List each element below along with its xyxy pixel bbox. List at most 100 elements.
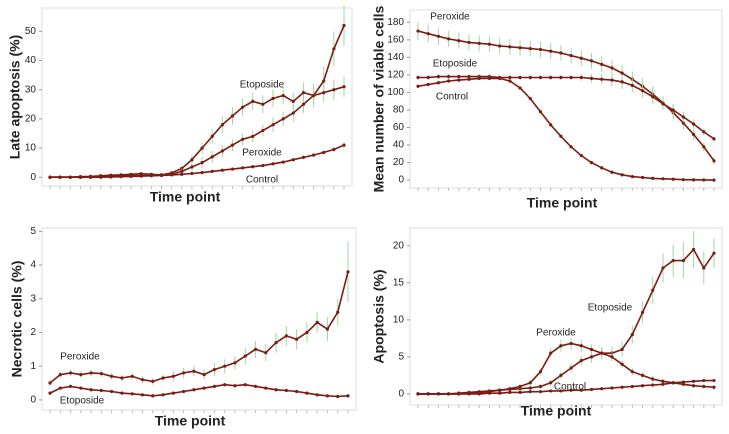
data-point	[251, 99, 255, 103]
data-point	[457, 39, 461, 43]
data-point	[640, 89, 645, 93]
data-point	[508, 45, 512, 49]
data-point	[416, 392, 420, 396]
data-point	[518, 390, 522, 395]
plot-frame	[409, 9, 723, 189]
data-point	[508, 390, 512, 395]
data-point	[559, 344, 563, 348]
data-point	[241, 166, 245, 170]
y-axis-title: Necrotic cells (%)	[9, 261, 25, 378]
data-point	[630, 333, 634, 337]
data-point	[325, 394, 330, 398]
data-point	[212, 367, 217, 372]
data-point	[68, 371, 73, 375]
data-point	[691, 122, 696, 126]
y-tick-label: 5	[30, 226, 36, 237]
data-point	[322, 79, 326, 83]
series-line	[418, 379, 714, 395]
y-tick-label: 140	[387, 52, 404, 63]
data-point	[447, 75, 451, 79]
data-point	[436, 81, 441, 85]
data-point	[210, 155, 214, 159]
y-tick-label: 0	[398, 389, 404, 400]
data-point	[336, 310, 340, 314]
data-point	[171, 374, 175, 378]
data-point	[681, 380, 685, 384]
data-point	[159, 173, 164, 178]
data-point	[311, 93, 316, 98]
data-point	[528, 390, 532, 394]
data-point	[589, 355, 594, 359]
data-point	[181, 371, 186, 375]
data-point	[498, 388, 502, 392]
data-point	[261, 163, 265, 168]
y-tick-label: 2	[30, 327, 36, 338]
y-tick-label: 20	[25, 114, 37, 125]
data-point	[702, 378, 706, 383]
data-point	[518, 46, 522, 50]
data-point	[538, 370, 543, 374]
data-point	[579, 358, 583, 363]
data-point	[549, 389, 553, 393]
data-point	[671, 258, 675, 263]
data-point	[681, 258, 685, 263]
data-point	[467, 75, 471, 79]
data-point	[161, 393, 165, 397]
data-point	[579, 153, 583, 158]
data-point	[120, 391, 124, 395]
data-point	[712, 159, 716, 163]
data-point	[274, 388, 278, 392]
data-point	[180, 169, 184, 174]
data-point	[569, 145, 573, 149]
data-point	[79, 386, 83, 390]
data-point	[610, 355, 614, 359]
y-tick-label: 20	[393, 157, 405, 168]
data-point	[220, 123, 224, 127]
data-point	[48, 391, 52, 395]
x-axis-title: Time point	[150, 189, 221, 205]
y-tick-label: 120	[387, 70, 404, 81]
series-label: Etoposide	[433, 59, 478, 70]
data-point	[58, 175, 62, 179]
data-point	[640, 310, 645, 315]
data-point	[192, 388, 196, 392]
data-point	[620, 347, 624, 352]
data-point	[457, 392, 461, 396]
data-point	[180, 172, 184, 176]
data-point	[336, 394, 340, 399]
data-point	[620, 362, 624, 366]
data-point	[569, 366, 573, 370]
y-tick-label: 180	[387, 17, 404, 28]
data-point	[712, 251, 716, 255]
data-point	[518, 384, 522, 389]
data-point	[200, 170, 204, 175]
data-point	[332, 147, 336, 152]
data-point	[671, 381, 675, 385]
data-point	[230, 114, 235, 118]
data-point	[233, 361, 237, 365]
data-point	[89, 371, 93, 375]
data-point	[447, 392, 451, 396]
data-point	[301, 155, 306, 160]
data-point	[200, 161, 204, 165]
data-point	[426, 75, 430, 80]
data-point	[702, 178, 706, 182]
y-tick-label: 20	[393, 240, 405, 251]
data-point	[295, 389, 299, 394]
data-point	[161, 376, 165, 380]
data-point	[620, 80, 624, 84]
data-point	[691, 379, 696, 383]
data-point	[416, 84, 420, 88]
data-point	[467, 40, 471, 45]
data-point	[68, 175, 72, 179]
y-tick-label: 40	[393, 140, 405, 151]
data-point	[230, 167, 235, 171]
data-point	[528, 381, 532, 385]
data-point	[346, 270, 350, 274]
data-point	[569, 75, 573, 80]
y-tick-label: 4	[30, 260, 36, 271]
series-label: Etoposide	[60, 396, 105, 407]
series-label: Etoposide	[588, 303, 633, 314]
data-point	[436, 392, 441, 396]
x-axis-title: Time point	[155, 413, 226, 429]
